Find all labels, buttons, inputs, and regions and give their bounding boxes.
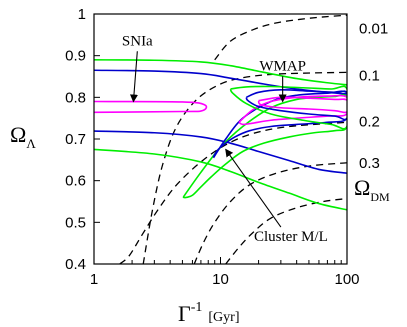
y-axis-label-sub: Λ: [26, 136, 36, 151]
series-line-6: [94, 148, 347, 211]
right-axis-tick-label: 0.1: [359, 68, 380, 85]
annotation-arrow-2: [225, 148, 282, 228]
x-tick-label: 100: [334, 271, 359, 288]
x-axis-label-unit: [Gyr]: [208, 310, 239, 325]
annotation-layer: SNIa WMAP Cluster M/L: [122, 33, 328, 245]
x-axis-label-main: Γ: [178, 301, 191, 326]
series-line-12: [238, 94, 347, 126]
y-tick-label: 0.8: [65, 89, 86, 106]
y-tick-label: 1: [78, 6, 86, 23]
y-axis-label: ΩΛ: [10, 122, 36, 151]
ticks-layer: 0.4 0.5 0.6 0.7 0.8 0.9 1 1 10 100 0.01 0.1 0.2 0.3: [65, 6, 388, 288]
right-axis-label-main: Ω: [354, 175, 370, 200]
series-line-8: [94, 130, 347, 174]
annotation-label-0: SNIa: [122, 33, 153, 49]
series-line-1: [142, 71, 347, 264]
y-tick-label: 0.9: [65, 48, 86, 65]
x-axis-label-sup: -1: [191, 300, 203, 315]
series-line-5: [94, 59, 347, 86]
right-axis-tick-label: 0.3: [359, 155, 380, 172]
series-line-0: [214, 14, 347, 61]
x-axis-label: Γ-1 [Gyr]: [178, 300, 240, 326]
series-line-2: [119, 121, 347, 264]
right-axis-label-sub: DM: [370, 190, 390, 204]
y-tick-label: 0.4: [65, 256, 86, 273]
y-tick-label: 0.6: [65, 173, 86, 190]
y-tick-label: 0.7: [65, 131, 86, 148]
right-axis-tick-label: 0.2: [359, 114, 380, 131]
right-axis-tick-label: 0.01: [359, 21, 388, 38]
plot-frame: [93, 13, 348, 265]
series-line-14: [245, 89, 347, 121]
annotation-label-1: WMAP: [259, 58, 306, 74]
right-axis-label: ΩDM: [354, 175, 390, 204]
y-axis-label-main: Ω: [10, 122, 26, 147]
series-line-4: [225, 197, 347, 264]
series-line-13: [229, 85, 347, 130]
annotation-label-2: Cluster M/L: [254, 229, 328, 245]
series-line-10: [182, 94, 347, 199]
annotation-arrow-0: [129, 51, 138, 103]
x-tick-label: 10: [212, 271, 229, 288]
x-tick-label: 1: [90, 271, 98, 288]
series-line-15: [257, 96, 347, 114]
series-line-9: [94, 100, 208, 114]
y-tick-label: 0.5: [65, 214, 86, 231]
series-layer: [94, 14, 347, 264]
